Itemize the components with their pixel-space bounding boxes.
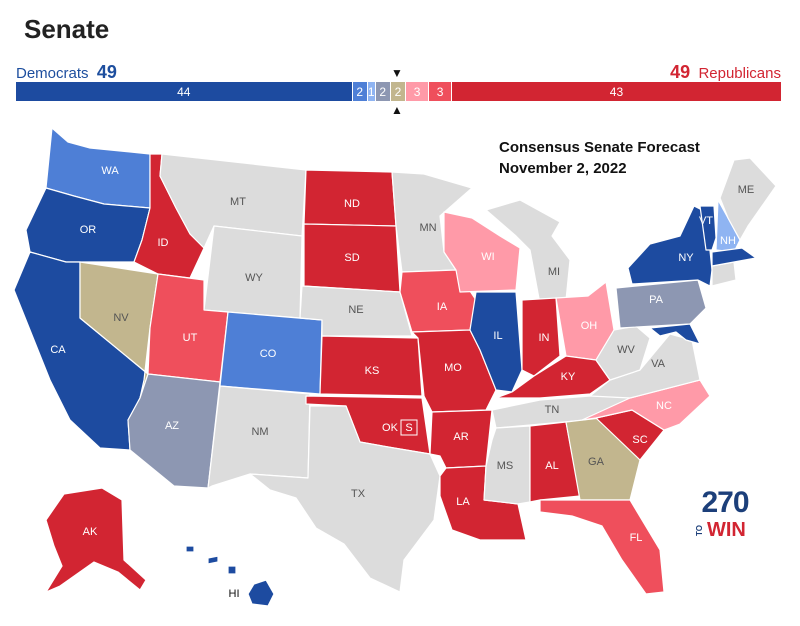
state-WV[interactable] bbox=[595, 325, 651, 381]
state-label-AR: AR bbox=[453, 431, 468, 443]
state-label-IA: IA bbox=[437, 301, 448, 313]
republicans-label: 49 Republicans bbox=[670, 62, 781, 83]
state-label-WI: WI bbox=[481, 251, 494, 263]
forecast-title: Consensus Senate Forecast November 2, 20… bbox=[499, 137, 700, 179]
state-label-NC: NC bbox=[656, 400, 672, 412]
state-label-CO: CO bbox=[260, 348, 277, 360]
state-label-OR: OR bbox=[80, 224, 97, 236]
state-label-TN: TN bbox=[545, 404, 560, 416]
state-IL[interactable] bbox=[469, 291, 523, 393]
state-label-KS: KS bbox=[365, 365, 380, 377]
state-label-UT: UT bbox=[183, 332, 198, 344]
state-HI-island-2[interactable] bbox=[227, 565, 237, 575]
state-label-NE: NE bbox=[348, 304, 363, 316]
state-label-VT: VT bbox=[699, 215, 713, 227]
state-label-NH: NH bbox=[720, 235, 736, 247]
state-label-IN: IN bbox=[539, 332, 550, 344]
state-HI[interactable] bbox=[247, 579, 275, 607]
state-ME[interactable] bbox=[719, 157, 777, 241]
senate-seat-bar: 44 2 1 2 2 3 3 43 bbox=[16, 82, 781, 101]
state-VA[interactable] bbox=[589, 333, 701, 399]
state-AL[interactable] bbox=[529, 421, 581, 503]
state-WI[interactable] bbox=[443, 211, 521, 293]
state-label-WY: WY bbox=[245, 272, 263, 284]
seat-segment-2[interactable]: 1 bbox=[368, 82, 376, 101]
state-KS[interactable] bbox=[319, 335, 423, 397]
seat-segment-3[interactable]: 2 bbox=[375, 82, 391, 101]
seat-segment-5[interactable]: 3 bbox=[406, 82, 430, 101]
forecast-line-1: Consensus Senate Forecast bbox=[499, 139, 700, 156]
republicans-seat-count: 49 bbox=[670, 62, 691, 82]
state-label-WA: WA bbox=[101, 165, 119, 177]
state-HI-island-3[interactable] bbox=[207, 555, 219, 565]
state-label-MT: MT bbox=[230, 196, 246, 208]
majority-marker-down-icon: ▼ bbox=[391, 66, 403, 80]
state-label-GA: GA bbox=[588, 456, 605, 468]
state-label-WV: WV bbox=[617, 344, 635, 356]
state-label-MN: MN bbox=[419, 222, 436, 234]
state-label-KY: KY bbox=[561, 371, 576, 383]
state-label-FL: FL bbox=[630, 532, 643, 544]
state-VT[interactable] bbox=[699, 205, 717, 251]
logo-win: WIN bbox=[707, 519, 746, 541]
state-label-MS: MS bbox=[497, 460, 514, 472]
state-label-TX: TX bbox=[351, 488, 366, 500]
state-label-NV: NV bbox=[113, 312, 129, 324]
state-label-OK: OK bbox=[382, 422, 399, 434]
logo-to: TO bbox=[695, 525, 704, 536]
seat-segment-0[interactable]: 44 bbox=[16, 82, 353, 101]
majority-marker-up-icon: ▲ bbox=[391, 103, 403, 117]
state-label-AL: AL bbox=[545, 460, 558, 472]
seat-segment-1[interactable]: 2 bbox=[352, 82, 368, 101]
state-AK[interactable] bbox=[45, 487, 147, 593]
democrats-label: Democrats 49 bbox=[16, 62, 117, 83]
state-label-SD: SD bbox=[344, 252, 359, 264]
state-label-ID: ID bbox=[158, 237, 169, 249]
democrats-name: Democrats bbox=[16, 65, 89, 82]
state-MI[interactable] bbox=[485, 199, 571, 305]
state-label-MI: MI bbox=[548, 266, 560, 278]
us-senate-map: WA OR CA NV ID MT WY UT AZ CO NM ND SD NE KS OK TX MN IA MO… bbox=[13, 127, 777, 607]
oklahoma-special-badge bbox=[400, 419, 418, 436]
state-label-AK: AK bbox=[83, 526, 98, 538]
state-label-NY: NY bbox=[678, 252, 694, 264]
state-MA[interactable] bbox=[711, 247, 757, 267]
state-label-MO: MO bbox=[444, 362, 462, 374]
logo-number: 270 bbox=[701, 486, 748, 519]
state-TX[interactable] bbox=[249, 405, 441, 593]
state-FL[interactable] bbox=[539, 499, 665, 595]
seat-segment-6[interactable]: 3 bbox=[429, 82, 452, 101]
republicans-name: Republicans bbox=[698, 65, 781, 82]
state-label-HI: HI bbox=[229, 588, 240, 600]
state-label-OK_special: S bbox=[405, 422, 412, 434]
forecast-date: November 2, 2022 bbox=[499, 160, 627, 177]
seat-segment-4[interactable]: 2 bbox=[390, 82, 407, 101]
state-HI-island-4[interactable] bbox=[185, 545, 195, 553]
270towin-logo: 270 TO WIN bbox=[695, 486, 750, 541]
state-label-VA: VA bbox=[651, 358, 666, 370]
state-label-OH: OH bbox=[581, 320, 598, 332]
page-title: Senate bbox=[24, 14, 110, 44]
state-label-PA: PA bbox=[649, 294, 664, 306]
seat-segment-7[interactable]: 43 bbox=[452, 82, 781, 101]
democrats-seat-count: 49 bbox=[96, 62, 117, 82]
state-label-NM: NM bbox=[251, 426, 268, 438]
state-IN[interactable] bbox=[521, 297, 561, 377]
state-label-CA: CA bbox=[50, 344, 66, 356]
state-label-LA: LA bbox=[456, 496, 470, 508]
state-label-ME: ME bbox=[738, 184, 755, 196]
state-label-IL: IL bbox=[493, 330, 502, 342]
state-label-AZ: AZ bbox=[165, 420, 179, 432]
state-label-SC: SC bbox=[632, 434, 647, 446]
state-MD[interactable] bbox=[649, 323, 701, 345]
state-label-ND: ND bbox=[344, 198, 360, 210]
